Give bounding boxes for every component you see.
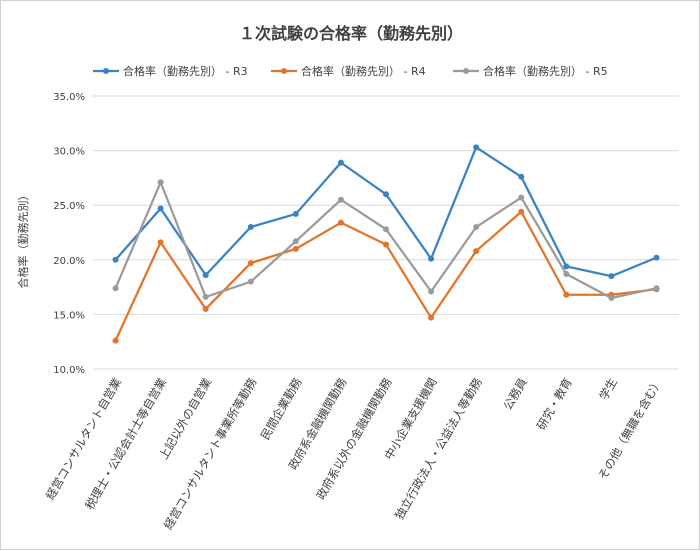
legend-item: 合格率（勤務先別） - R4 bbox=[271, 64, 426, 78]
x-category-label: 経営コンサルタント自営業 bbox=[43, 375, 124, 502]
series-3 bbox=[112, 179, 660, 302]
data-point bbox=[112, 256, 119, 263]
data-point bbox=[202, 272, 209, 279]
legend-item: 合格率（勤務先別） - R5 bbox=[453, 64, 608, 78]
data-point bbox=[383, 226, 389, 233]
data-point bbox=[247, 224, 254, 231]
data-point bbox=[112, 285, 119, 292]
data-point bbox=[608, 273, 615, 280]
data-point bbox=[608, 295, 615, 302]
x-category-label: 税理士・公認会計士等自営業 bbox=[82, 375, 169, 512]
data-point bbox=[337, 219, 344, 226]
chart-title: １次試験の合格率（勤務先別） bbox=[239, 24, 463, 43]
y-axis-label: 合格率（勤務先別） bbox=[16, 190, 30, 289]
series-1 bbox=[112, 144, 660, 280]
data-point bbox=[518, 208, 525, 215]
data-point bbox=[428, 314, 435, 321]
x-category-label: 民間企業勤務 bbox=[258, 375, 305, 442]
data-point bbox=[653, 285, 660, 292]
data-point bbox=[337, 196, 344, 203]
data-point bbox=[473, 224, 480, 231]
y-tick-label: 25.0% bbox=[53, 201, 85, 212]
data-point bbox=[518, 194, 525, 201]
x-category-label: 独立行政法人・公益法人等勤務 bbox=[392, 375, 485, 522]
data-point bbox=[428, 255, 435, 262]
legend-label: 合格率（勤務先別） - R4 bbox=[301, 64, 426, 78]
data-point bbox=[247, 260, 254, 267]
legend-marker bbox=[281, 68, 287, 74]
series-2 bbox=[112, 208, 660, 344]
legend: 合格率（勤務先別） - R3 合格率（勤務先別） - R4 合格率（勤務先別） - … bbox=[93, 64, 608, 78]
data-point bbox=[653, 254, 660, 261]
data-point bbox=[563, 291, 570, 298]
series-line bbox=[114, 146, 657, 278]
legend-label: 合格率（勤務先別） - R3 bbox=[123, 64, 248, 78]
x-axis-category-labels: 経営コンサルタント自営業税理士・公認会計士等自営業上記以外の自営業経営コンサルタ… bbox=[43, 375, 665, 532]
legend-item: 合格率（勤務先別） - R3 bbox=[93, 64, 248, 78]
y-axis-ticks: 10.0% 15.0% 20.0% 25.0% 30.0% 35.0% bbox=[53, 92, 85, 376]
data-point bbox=[292, 245, 299, 252]
data-point bbox=[563, 263, 570, 270]
legend-label: 合格率（勤務先別） - R5 bbox=[483, 64, 608, 78]
series-line bbox=[114, 181, 657, 300]
data-point bbox=[202, 293, 209, 300]
data-point bbox=[563, 270, 570, 277]
data-point bbox=[157, 239, 164, 246]
data-point bbox=[292, 238, 299, 245]
data-point bbox=[112, 337, 119, 344]
data-point bbox=[383, 241, 389, 248]
y-tick-label: 20.0% bbox=[53, 256, 85, 267]
data-point bbox=[247, 278, 254, 285]
data-point bbox=[473, 248, 480, 255]
legend-marker bbox=[463, 68, 469, 74]
legend-marker bbox=[103, 68, 109, 74]
data-point bbox=[383, 191, 389, 198]
y-tick-label: 15.0% bbox=[53, 310, 85, 321]
series-layer bbox=[112, 144, 660, 344]
data-point bbox=[157, 179, 164, 186]
data-point bbox=[292, 210, 299, 217]
data-point bbox=[428, 288, 435, 295]
data-point bbox=[202, 305, 209, 312]
data-point bbox=[337, 159, 344, 166]
data-point bbox=[157, 205, 164, 212]
y-tick-label: 35.0% bbox=[53, 92, 85, 103]
x-category-label: 経営コンサルタント事業所等勤務 bbox=[161, 375, 260, 532]
y-tick-label: 10.0% bbox=[53, 365, 85, 376]
data-point bbox=[473, 144, 480, 151]
x-category-label: 研究・教育 bbox=[534, 376, 575, 433]
y-tick-label: 30.0% bbox=[53, 147, 85, 158]
x-category-label: 学生 bbox=[596, 376, 620, 403]
data-point bbox=[518, 173, 525, 180]
x-category-label: 公務員 bbox=[500, 375, 530, 412]
